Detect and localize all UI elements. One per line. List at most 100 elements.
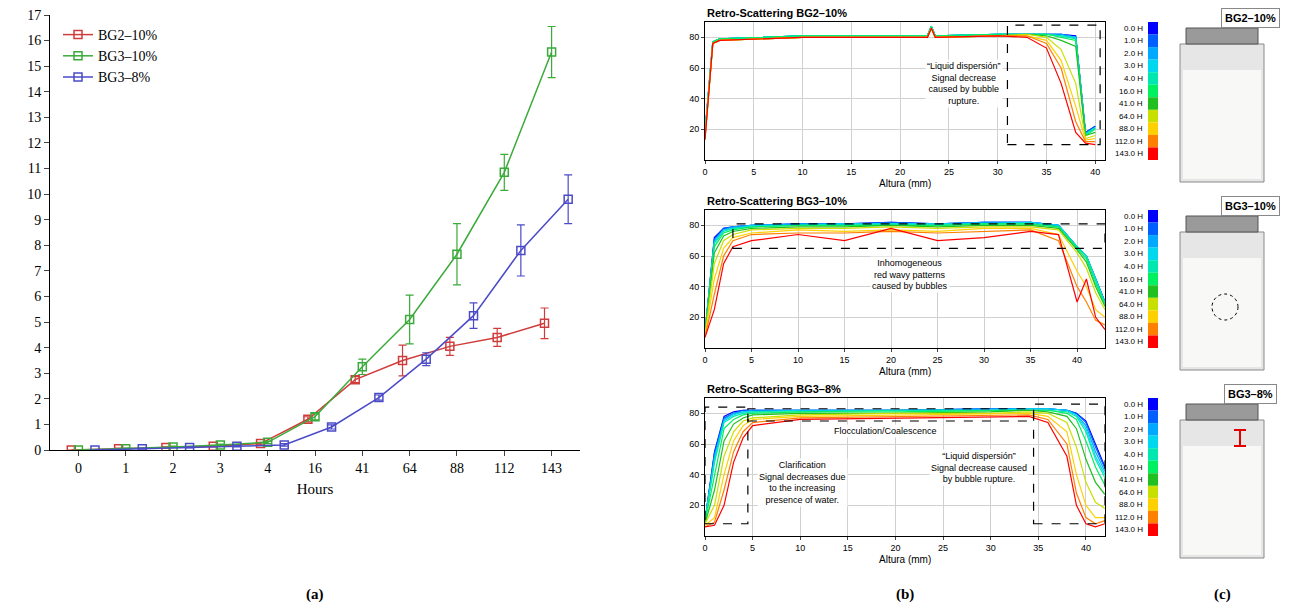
svg-text:BG3–8%: BG3–8% — [1228, 388, 1273, 400]
svg-text:41.0 H: 41.0 H — [1119, 287, 1143, 296]
svg-text:88.0 H: 88.0 H — [1119, 124, 1143, 133]
svg-text:Retro-Scattering BG3–10%: Retro-Scattering BG3–10% — [707, 195, 847, 207]
svg-text:1.0 H: 1.0 H — [1124, 412, 1143, 421]
svg-text:ClarificationSignal decreases: ClarificationSignal decreases dueto the … — [759, 460, 846, 505]
svg-text:64: 64 — [403, 461, 417, 476]
svg-text:40: 40 — [1072, 355, 1082, 365]
svg-text:30: 30 — [993, 167, 1003, 177]
svg-text:30: 30 — [986, 543, 996, 553]
svg-text:3: 3 — [34, 366, 41, 381]
svg-text:25: 25 — [938, 543, 948, 553]
svg-text:1.0 H: 1.0 H — [1124, 224, 1143, 233]
svg-text:25: 25 — [944, 167, 954, 177]
svg-text:20: 20 — [689, 124, 699, 134]
svg-text:64.0 H: 64.0 H — [1119, 112, 1143, 121]
svg-text:60: 60 — [689, 63, 699, 73]
svg-text:5: 5 — [750, 543, 755, 553]
svg-text:5: 5 — [749, 355, 754, 365]
svg-text:2.0 H: 2.0 H — [1124, 49, 1143, 58]
svg-text:20: 20 — [886, 355, 896, 365]
svg-text:112.0 H: 112.0 H — [1115, 325, 1143, 334]
svg-text:40: 40 — [689, 282, 699, 292]
svg-text:112: 112 — [494, 461, 514, 476]
svg-text:Retro-Scattering BG3–8%: Retro-Scattering BG3–8% — [707, 383, 841, 395]
svg-text:143.0 H: 143.0 H — [1115, 525, 1143, 534]
svg-text:BG3–8%: BG3–8% — [98, 70, 150, 85]
svg-text:40: 40 — [1090, 167, 1100, 177]
svg-text:(b): (b) — [896, 586, 914, 603]
svg-text:10: 10 — [798, 167, 808, 177]
svg-text:80: 80 — [689, 408, 699, 418]
svg-text:3: 3 — [217, 461, 224, 476]
svg-text:14: 14 — [27, 85, 41, 100]
svg-text:2: 2 — [170, 461, 177, 476]
svg-text:41.0 H: 41.0 H — [1119, 475, 1143, 484]
svg-text:BG2–10%: BG2–10% — [1225, 12, 1276, 24]
svg-text:(a): (a) — [306, 586, 324, 603]
svg-text:35: 35 — [1033, 543, 1043, 553]
svg-text:20: 20 — [689, 312, 699, 322]
svg-text:20: 20 — [895, 167, 905, 177]
svg-text:Altura (mm): Altura (mm) — [879, 554, 931, 565]
svg-text:16.0 H: 16.0 H — [1119, 87, 1143, 96]
svg-text:7: 7 — [34, 264, 41, 279]
svg-text:0: 0 — [75, 461, 82, 476]
svg-text:3.0 H: 3.0 H — [1124, 249, 1143, 258]
svg-text:BG2–10%: BG2–10% — [98, 28, 157, 43]
svg-text:0: 0 — [702, 543, 707, 553]
svg-text:3.0 H: 3.0 H — [1124, 437, 1143, 446]
svg-text:0.0 H: 0.0 H — [1124, 24, 1143, 33]
svg-text:1: 1 — [34, 417, 41, 432]
svg-text:2: 2 — [34, 392, 41, 407]
svg-text:4.0 H: 4.0 H — [1124, 450, 1143, 459]
svg-text:88: 88 — [450, 461, 464, 476]
svg-text:“Liquid dispersión”Signal decr: “Liquid dispersión”Signal decreasecaused… — [927, 61, 1001, 106]
svg-text:2.0 H: 2.0 H — [1124, 425, 1143, 434]
svg-text:10: 10 — [793, 355, 803, 365]
svg-text:0: 0 — [702, 167, 707, 177]
svg-text:0.0 H: 0.0 H — [1124, 400, 1143, 409]
svg-text:80: 80 — [689, 220, 699, 230]
svg-text:8: 8 — [34, 238, 41, 253]
svg-text:Hours: Hours — [297, 481, 334, 497]
svg-text:5: 5 — [34, 315, 41, 330]
svg-text:10: 10 — [27, 187, 41, 202]
svg-text:Retro-Scattering BG2–10%: Retro-Scattering BG2–10% — [707, 7, 847, 19]
svg-text:0.0 H: 0.0 H — [1124, 212, 1143, 221]
svg-text:2.0 H: 2.0 H — [1124, 237, 1143, 246]
svg-text:16: 16 — [308, 461, 322, 476]
svg-text:10: 10 — [795, 543, 805, 553]
svg-text:41: 41 — [355, 461, 369, 476]
svg-text:60: 60 — [689, 439, 699, 449]
svg-text:41.0 H: 41.0 H — [1119, 99, 1143, 108]
svg-text:60: 60 — [689, 251, 699, 261]
svg-text:15: 15 — [27, 59, 41, 74]
svg-text:0: 0 — [702, 355, 707, 365]
svg-text:88.0 H: 88.0 H — [1119, 500, 1143, 509]
svg-text:35: 35 — [1041, 167, 1051, 177]
svg-text:13: 13 — [27, 110, 41, 125]
svg-text:35: 35 — [1026, 355, 1036, 365]
svg-text:4.0 H: 4.0 H — [1124, 262, 1143, 271]
svg-text:64.0 H: 64.0 H — [1119, 488, 1143, 497]
svg-text:9: 9 — [34, 213, 41, 228]
svg-text:5: 5 — [751, 167, 756, 177]
svg-text:4.0 H: 4.0 H — [1124, 74, 1143, 83]
svg-text:BG3–10%: BG3–10% — [1225, 200, 1276, 212]
svg-text:11: 11 — [28, 161, 41, 176]
svg-text:40: 40 — [689, 470, 699, 480]
svg-text:1: 1 — [122, 461, 129, 476]
svg-text:6: 6 — [34, 289, 41, 304]
svg-text:20: 20 — [689, 500, 699, 510]
svg-text:64.0 H: 64.0 H — [1119, 300, 1143, 309]
svg-text:15: 15 — [843, 543, 853, 553]
svg-text:112.0 H: 112.0 H — [1115, 513, 1143, 522]
svg-text:88.0 H: 88.0 H — [1119, 312, 1143, 321]
svg-text:16: 16 — [27, 33, 41, 48]
svg-text:80: 80 — [689, 32, 699, 42]
svg-text:“Liquid dispersión”Signal decr: “Liquid dispersión”Signal decrease cause… — [931, 451, 1027, 484]
svg-text:1.0 H: 1.0 H — [1124, 36, 1143, 45]
svg-text:16.0 H: 16.0 H — [1119, 463, 1143, 472]
svg-text:143.0 H: 143.0 H — [1115, 337, 1143, 346]
svg-text:112.0 H: 112.0 H — [1115, 137, 1143, 146]
